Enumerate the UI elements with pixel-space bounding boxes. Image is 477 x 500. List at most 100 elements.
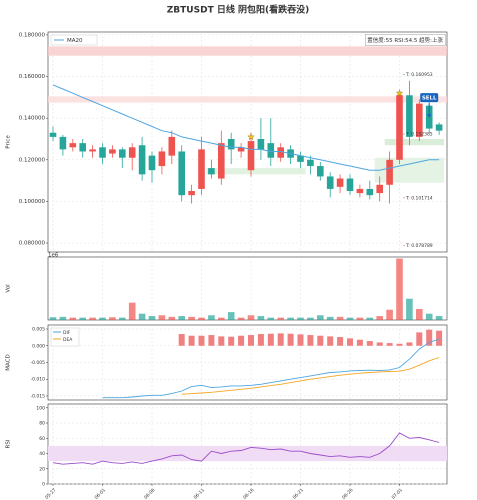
candle-body [307,159,314,167]
volume-bar [218,317,225,320]
volume-bar [128,302,136,320]
candle-body [257,138,265,150]
x-tick-label: 06-06 [143,487,157,500]
x-tick-label: 06-16 [242,487,256,500]
histogram-bar [248,335,254,346]
y-tick-label: -0.010 [30,377,45,383]
histogram-bar [178,334,185,346]
candle-body [128,147,136,158]
histogram-bar [386,343,393,346]
candle-body [227,138,235,150]
candle-body [119,149,126,158]
volume-bar [317,315,324,320]
volume-bar [416,308,423,320]
histogram-bar [416,332,423,346]
candle-body [326,176,334,189]
histogram-bar [327,336,334,346]
y-tick-label: 0 [42,482,45,488]
zone [384,138,445,146]
candle-body [158,151,166,167]
volume-bar [396,258,403,320]
candle-body [188,191,195,196]
histogram-bar [188,335,195,346]
y-tick-label: 0.005 [32,327,45,333]
candle-body [69,143,77,148]
volume-bar [257,316,265,320]
signal-label: SELL [422,95,437,101]
volume-bar [307,317,314,320]
volume-bar [148,316,156,320]
series-line [52,432,440,465]
volume-bar [198,317,205,320]
panel [47,31,448,253]
candle-body [198,149,205,189]
zone [48,96,447,103]
histogram-bar [218,336,225,346]
candle-body [89,149,96,152]
y-tick-label: -0.005 [30,360,45,366]
volume-bar [158,315,166,320]
candle-body [376,184,383,194]
histogram-bar [277,333,284,346]
zone [48,46,447,56]
y-tick-label: 40 [39,451,45,457]
level-label: T: 0.078789 [405,243,433,249]
zone [374,157,445,183]
info-box: 置信度:55 RSI:54.5 趋势:上涨 [367,36,443,44]
histogram-bar [307,335,314,346]
histogram-bar [208,335,215,346]
level-label: T: 0.160953 [405,72,433,78]
volume-bar [336,316,344,320]
volume-bar [79,317,86,320]
series-line [181,357,440,395]
star-marker [247,132,255,141]
candle-body [99,147,106,158]
x-tick-label: 07-01 [390,487,404,500]
candle-body [49,132,57,137]
volume-bar [267,317,275,320]
volume-bar [326,316,334,320]
histogram-bar [317,335,324,346]
candle-body [277,147,284,158]
histogram-bar [198,335,205,346]
series-line [102,338,440,399]
histogram-bar [406,342,413,346]
x-tick-label: 06-11 [192,487,206,500]
candle-body [148,155,156,171]
histogram-bar [287,333,294,346]
y-axis-label: MACD [6,354,12,371]
legend-label: MA20 [67,38,83,44]
volume-bar [178,316,185,320]
y-tick-label: 100 [36,405,45,411]
histogram-bar [396,343,403,346]
candle-body [356,188,364,194]
y-axis-label: RSI [6,439,12,448]
legend-label: DEA [63,337,73,343]
volume-bar [99,317,106,320]
y-tick-label: 0.000 [32,343,45,349]
volume-bar [346,317,354,320]
x-tick-label: 06-26 [341,487,355,500]
volume-bar [119,317,126,320]
candle-body [346,178,354,192]
histogram-bar [228,336,235,346]
legend-label: DIF [63,330,71,336]
volume-bar [356,317,364,320]
candle-body [435,124,443,131]
signal-box [420,93,439,103]
candle-body [416,103,423,137]
histogram-bar [376,342,383,346]
panel [47,256,448,321]
histogram-bar [347,338,353,346]
histogram-bar [426,329,433,346]
zone [206,168,306,175]
chart-title: ZBTUSDT 日线 阴包阳(看跌吞没) [167,4,309,16]
candle-body [218,143,225,179]
candle-body [386,159,393,185]
y-tick-label: 0.180000 [19,32,46,38]
level-label: T: 0.101714 [405,195,433,201]
histogram-bar [366,341,373,346]
y-tick-label: 60 [39,436,45,442]
candle-body [138,145,146,175]
